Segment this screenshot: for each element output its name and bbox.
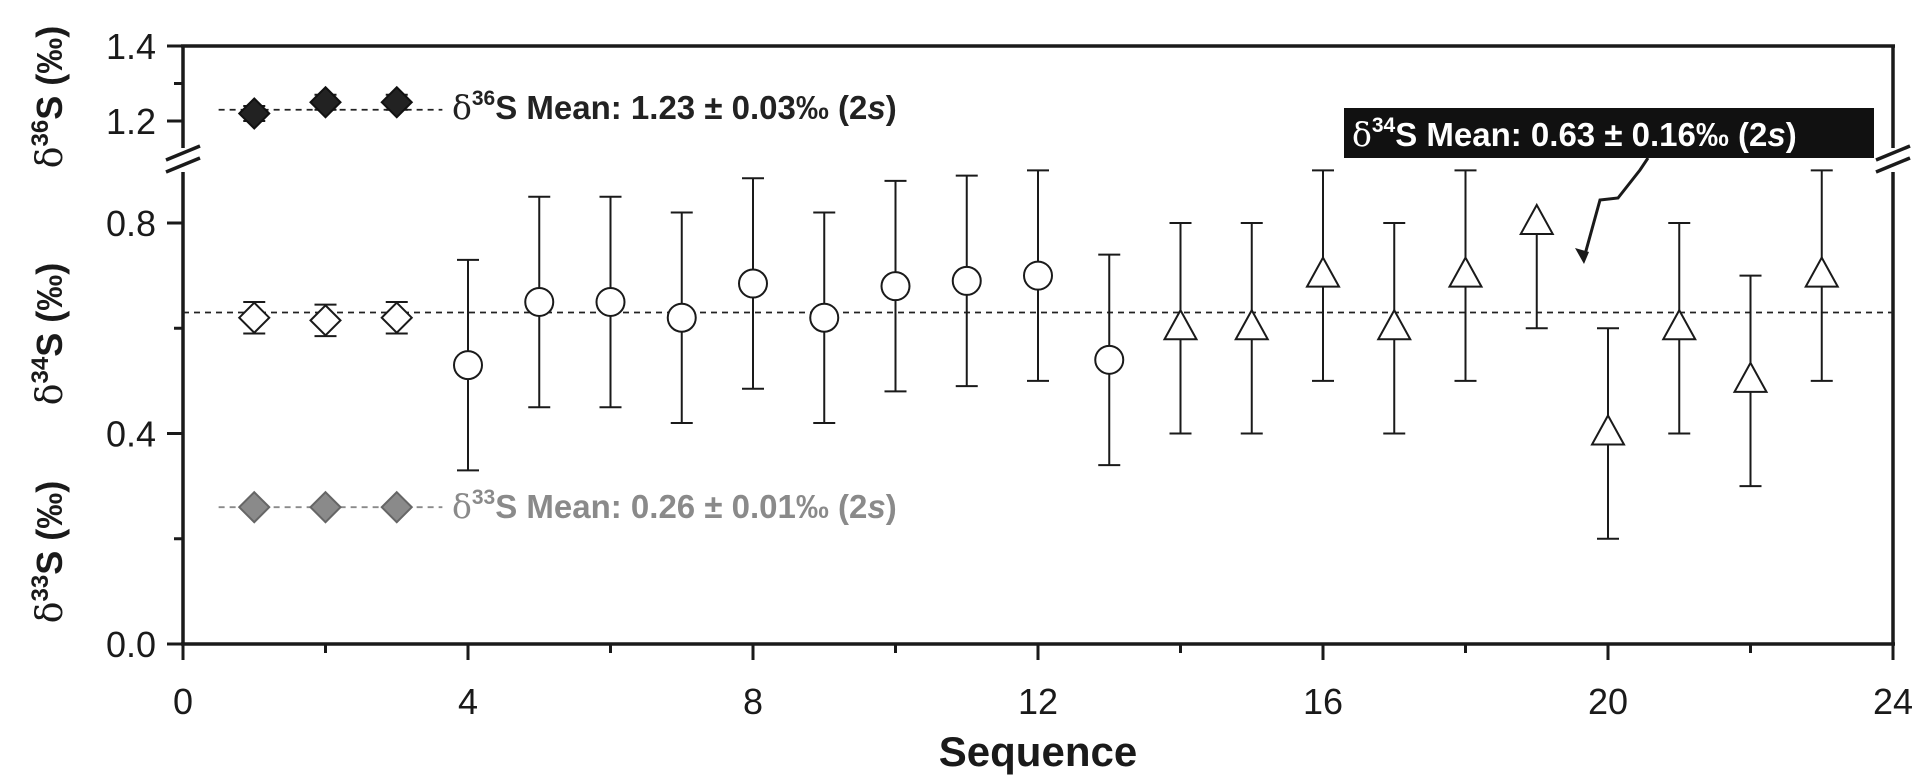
data-point-circle: [453, 350, 483, 381]
data-point-circle: [1023, 260, 1053, 291]
data-point-diamond: [309, 85, 342, 119]
axis-ticks: [167, 44, 1895, 660]
data-point-circle: [1094, 344, 1125, 375]
y-tick-label: 1.4: [106, 26, 156, 67]
y-tick-label: 0.0: [106, 624, 156, 665]
data-point-triangle: [1661, 308, 1697, 341]
data-point-triangle: [1376, 308, 1412, 341]
data-point-diamond: [380, 85, 414, 119]
data-point-triangle: [1162, 308, 1199, 341]
data-point-circle: [595, 286, 626, 317]
data-point-triangle: [1519, 202, 1555, 235]
data-point-circle: [524, 286, 555, 317]
data-point-triangle: [1447, 255, 1484, 288]
x-tick-label: 0: [173, 681, 193, 722]
data-point-diamond: [309, 303, 342, 337]
y-tick-label: 1.2: [106, 101, 156, 142]
axis-break-right: [1875, 144, 1911, 174]
data-point-diamond: [380, 301, 414, 335]
annotation-d33-mean: δ33S Mean: 0.26 ± 0.01‰ (2s): [452, 486, 897, 526]
y-axis-label-d36: δ36S (‰): [27, 26, 71, 168]
data-point-triangle: [1732, 360, 1769, 393]
y-axis-label-d33: δ33S (‰): [27, 481, 71, 623]
data-point-triangle: [1305, 255, 1341, 288]
x-tick-label: 4: [458, 681, 478, 722]
data-point-circle: [666, 302, 697, 333]
annotation-d34-box: [1344, 108, 1874, 158]
data-point-diamond: [237, 301, 271, 335]
y-tick-label: 0.8: [106, 203, 156, 244]
x-tick-label: 16: [1303, 681, 1343, 722]
tick-labels: 0 4 8 12 16 20 24 0.0 0.4 0.8 1.2 1.4: [106, 26, 1913, 722]
x-tick-label: 20: [1588, 681, 1628, 722]
x-tick-label: 8: [743, 681, 763, 722]
data-markers: [237, 85, 1840, 524]
data-point-triangle: [1804, 255, 1840, 288]
data-point-circle: [738, 268, 768, 299]
data-point-triangle: [1590, 413, 1626, 446]
data-point-diamond: [237, 490, 271, 524]
annotation-d34-mean: δ34S Mean: 0.63 ± 0.16‰ (2s): [1352, 114, 1797, 154]
annotation-d34-arrowhead: [1575, 248, 1589, 264]
data-point-diamond: [237, 97, 271, 130]
x-axis-title: Sequence: [939, 728, 1137, 775]
y-axis-label-d34: δ34S (‰): [27, 263, 71, 405]
data-point-circle: [880, 271, 911, 302]
data-point-diamond: [380, 490, 414, 524]
annotation-d36-mean: δ36S Mean: 1.23 ± 0.03‰ (2s): [452, 87, 897, 127]
error-bars: [243, 93, 1833, 540]
annotation-d34-arrow: [1582, 157, 1650, 259]
data-point-triangle: [1234, 308, 1270, 341]
y-tick-label: 0.4: [106, 414, 156, 455]
data-point-circle: [809, 302, 840, 333]
data-point-diamond: [309, 490, 342, 524]
x-tick-label: 12: [1018, 681, 1058, 722]
data-point-circle: [951, 265, 982, 296]
axis-break-left: [165, 144, 201, 174]
x-tick-label: 24: [1873, 681, 1913, 722]
